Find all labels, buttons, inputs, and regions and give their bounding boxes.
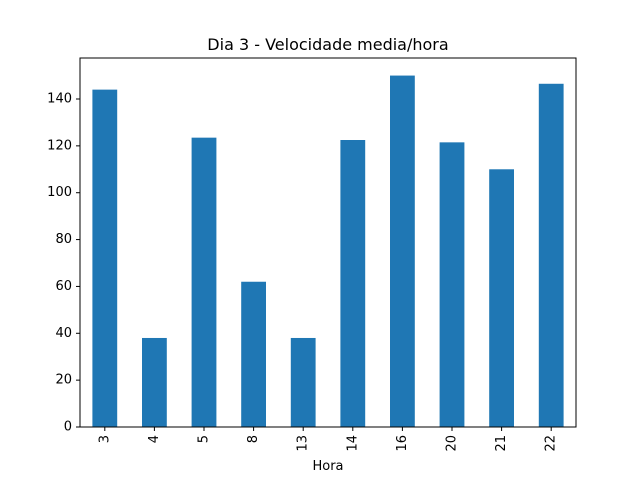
bar-3 bbox=[92, 89, 118, 427]
y-tick-label: 0 bbox=[64, 420, 72, 435]
y-tick-label: 140 bbox=[47, 92, 72, 107]
bar-4 bbox=[142, 337, 167, 427]
y-tick-label: 80 bbox=[55, 232, 72, 247]
x-tick-label: 5 bbox=[197, 435, 212, 443]
x-tick-label: 16 bbox=[395, 435, 410, 452]
y-tick-label: 120 bbox=[47, 138, 72, 153]
bar-22 bbox=[538, 83, 564, 428]
bar-20 bbox=[439, 142, 465, 428]
x-tick-label: 13 bbox=[296, 435, 311, 452]
bar-13 bbox=[290, 337, 316, 427]
x-tick-label: 4 bbox=[147, 435, 162, 443]
bar-8 bbox=[241, 281, 266, 427]
y-tick-label: 60 bbox=[55, 279, 72, 294]
x-tick-label: 3 bbox=[97, 435, 112, 443]
plot-frame bbox=[79, 57, 577, 428]
x-tick-label: 22 bbox=[544, 435, 559, 452]
y-tick-label: 40 bbox=[55, 326, 72, 341]
x-axis-ticks: 3 4 5 8 13 14 16 20 21 22 bbox=[97, 427, 559, 452]
y-axis-ticks: 0 20 40 60 80 100 120 140 bbox=[47, 92, 80, 435]
chart-title: Dia 3 - Velocidade media/hora bbox=[207, 35, 448, 54]
bars-group bbox=[92, 75, 564, 428]
x-tick-label: 20 bbox=[445, 435, 460, 452]
x-tick-label: 21 bbox=[494, 435, 509, 452]
bar-21 bbox=[489, 169, 514, 428]
bar-14 bbox=[340, 140, 366, 427]
y-tick-label: 20 bbox=[55, 373, 72, 388]
bar-5 bbox=[191, 137, 217, 427]
x-tick-label: 8 bbox=[246, 435, 261, 443]
bar-16 bbox=[390, 75, 415, 428]
x-tick-label: 14 bbox=[345, 435, 360, 452]
x-axis-label: Hora bbox=[312, 459, 343, 474]
y-tick-label: 100 bbox=[47, 185, 72, 200]
